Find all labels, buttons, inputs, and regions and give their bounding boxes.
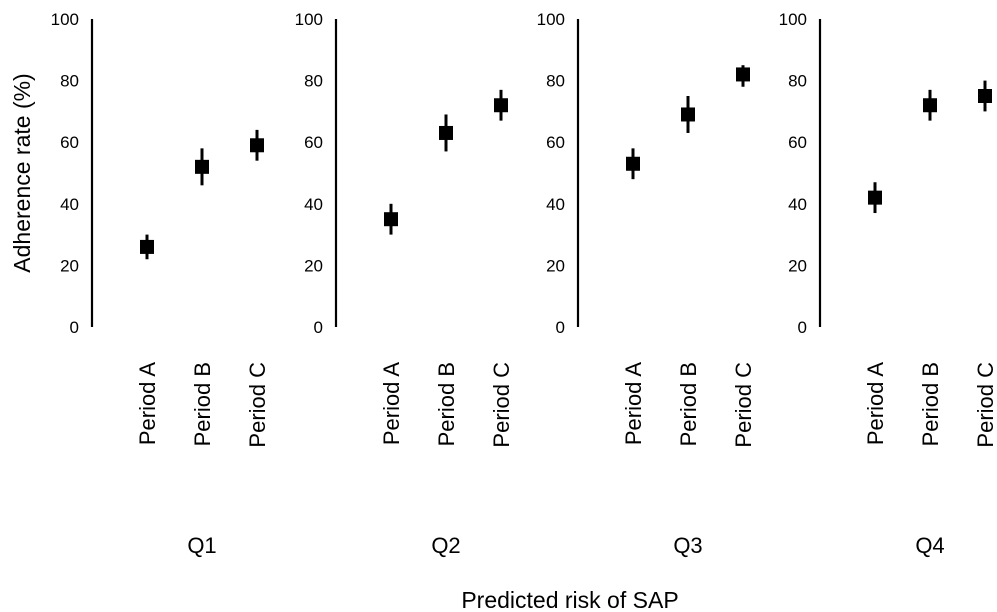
category-label: Period A	[379, 362, 404, 445]
group-label-q2: Q2	[431, 533, 460, 558]
data-point	[736, 67, 750, 82]
category-label: Period B	[434, 362, 459, 446]
category-label: Period C	[731, 362, 756, 448]
y-tick-label: 80	[304, 72, 323, 91]
data-point	[978, 89, 992, 103]
panel-q1: 0 20 40 60 80 100 Period A Period B Period C Q1	[51, 10, 270, 558]
y-tick-label: 20	[60, 256, 79, 275]
y-tick-label: 100	[295, 10, 323, 29]
panel-q4: 0 20 40 60 80 100 Period A Period B Period C Q4	[779, 10, 997, 558]
panel-q2: 0 20 40 60 80 100 Period A Period B Period C Q2	[295, 10, 514, 558]
category-label: Period A	[863, 362, 888, 445]
y-tick-label: 20	[546, 256, 565, 275]
panel-q3: 0 20 40 60 80 100 Period A Period B Period C Q3	[537, 10, 756, 558]
category-label: Period C	[489, 362, 514, 448]
category-label: Period C	[973, 362, 997, 448]
y-tick-label: 20	[788, 256, 807, 275]
category-label: Period B	[918, 362, 943, 446]
category-label: Period C	[245, 362, 270, 448]
data-point	[140, 239, 154, 254]
category-label: Period B	[676, 362, 701, 446]
data-point	[868, 190, 882, 205]
group-label-q1: Q1	[187, 533, 216, 558]
y-tick-label: 100	[537, 10, 565, 29]
y-tick-label: 0	[314, 318, 323, 337]
data-point	[439, 125, 453, 140]
y-tick-label: 80	[60, 72, 79, 91]
y-tick-label: 0	[798, 318, 807, 337]
y-tick-label: 0	[70, 318, 79, 337]
y-tick-label: 20	[304, 256, 323, 275]
data-point	[923, 98, 937, 113]
y-tick-label: 100	[51, 10, 79, 29]
y-tick-label: 100	[779, 10, 807, 29]
group-label-q3: Q3	[673, 533, 702, 558]
y-tick-label: 80	[546, 72, 565, 91]
data-point	[494, 98, 508, 113]
data-point	[250, 138, 264, 153]
data-point	[384, 212, 398, 227]
y-tick-label: 60	[546, 133, 565, 152]
group-label-q4: Q4	[915, 533, 944, 558]
y-tick-label: 40	[304, 195, 323, 214]
y-tick-label: 60	[304, 133, 323, 152]
data-point	[681, 107, 695, 122]
x-axis-title: Predicted risk of SAP	[461, 587, 678, 612]
y-axis-title: Adherence rate (%)	[9, 73, 35, 272]
y-tick-label: 60	[788, 133, 807, 152]
data-point	[195, 159, 209, 174]
y-tick-label: 40	[788, 195, 807, 214]
category-label: Period A	[621, 362, 646, 445]
y-tick-label: 60	[60, 133, 79, 152]
panels-group: 0 20 40 60 80 100 Period A Period B Period C Q1 0 2…	[51, 10, 997, 558]
y-tick-label: 40	[546, 195, 565, 214]
y-tick-label: 0	[556, 318, 565, 337]
y-tick-label: 80	[788, 72, 807, 91]
data-point	[626, 156, 640, 171]
category-label: Period B	[190, 362, 215, 446]
category-label: Period A	[135, 362, 160, 445]
y-tick-label: 40	[60, 195, 79, 214]
